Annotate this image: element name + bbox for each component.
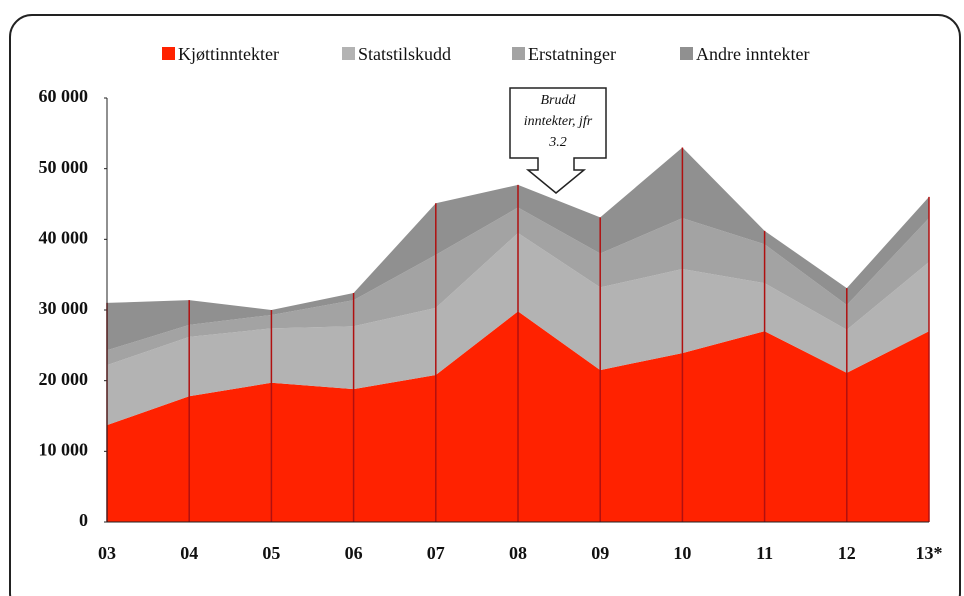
y-tick-label: 0 bbox=[79, 510, 88, 530]
x-tick-label: 03 bbox=[98, 543, 116, 563]
area bbox=[107, 207, 929, 366]
y-tick-label: 20 000 bbox=[39, 369, 89, 389]
x-tick-label: 05 bbox=[262, 543, 280, 563]
x-tick-label: 08 bbox=[509, 543, 527, 563]
y-tick-label: 30 000 bbox=[39, 298, 89, 318]
legend-label: Andre inntekter bbox=[696, 44, 809, 64]
legend-swatch bbox=[342, 47, 355, 60]
annotation-text: Brudd bbox=[541, 93, 577, 108]
x-tick-label: 13* bbox=[916, 543, 943, 563]
x-tick-label: 10 bbox=[673, 543, 691, 563]
y-tick-label: 60 000 bbox=[39, 86, 89, 106]
legend-label: Kjøttinntekter bbox=[178, 44, 279, 64]
x-tick-label: 11 bbox=[756, 543, 773, 563]
legend-swatch bbox=[680, 47, 693, 60]
legend-label: Statstilskudd bbox=[358, 44, 451, 64]
annotation-text: inntekter, jfr bbox=[524, 114, 593, 129]
x-tick-label: 07 bbox=[427, 543, 445, 563]
x-tick-label: 04 bbox=[180, 543, 198, 563]
x-tick-label: 09 bbox=[591, 543, 609, 563]
legend-swatch bbox=[162, 47, 175, 60]
annotation: Brudd inntekter, jfr 3.2 bbox=[509, 87, 607, 194]
x-tick-label: 12 bbox=[838, 543, 856, 563]
plot-area: 0 10 000 20 000 30 000 40 000 50 000 60 000 03 0… bbox=[39, 86, 943, 563]
annotation-text: 3.2 bbox=[548, 135, 567, 150]
area bbox=[107, 147, 929, 351]
y-tick-label: 40 000 bbox=[39, 227, 89, 247]
area bbox=[107, 232, 929, 426]
legend-label: Erstatninger bbox=[528, 44, 616, 64]
annotation-callout bbox=[509, 87, 607, 194]
legend-swatch bbox=[512, 47, 525, 60]
x-tick-label: 06 bbox=[345, 543, 363, 563]
y-tick-label: 50 000 bbox=[39, 157, 89, 177]
y-tick-label: 10 000 bbox=[39, 439, 89, 459]
